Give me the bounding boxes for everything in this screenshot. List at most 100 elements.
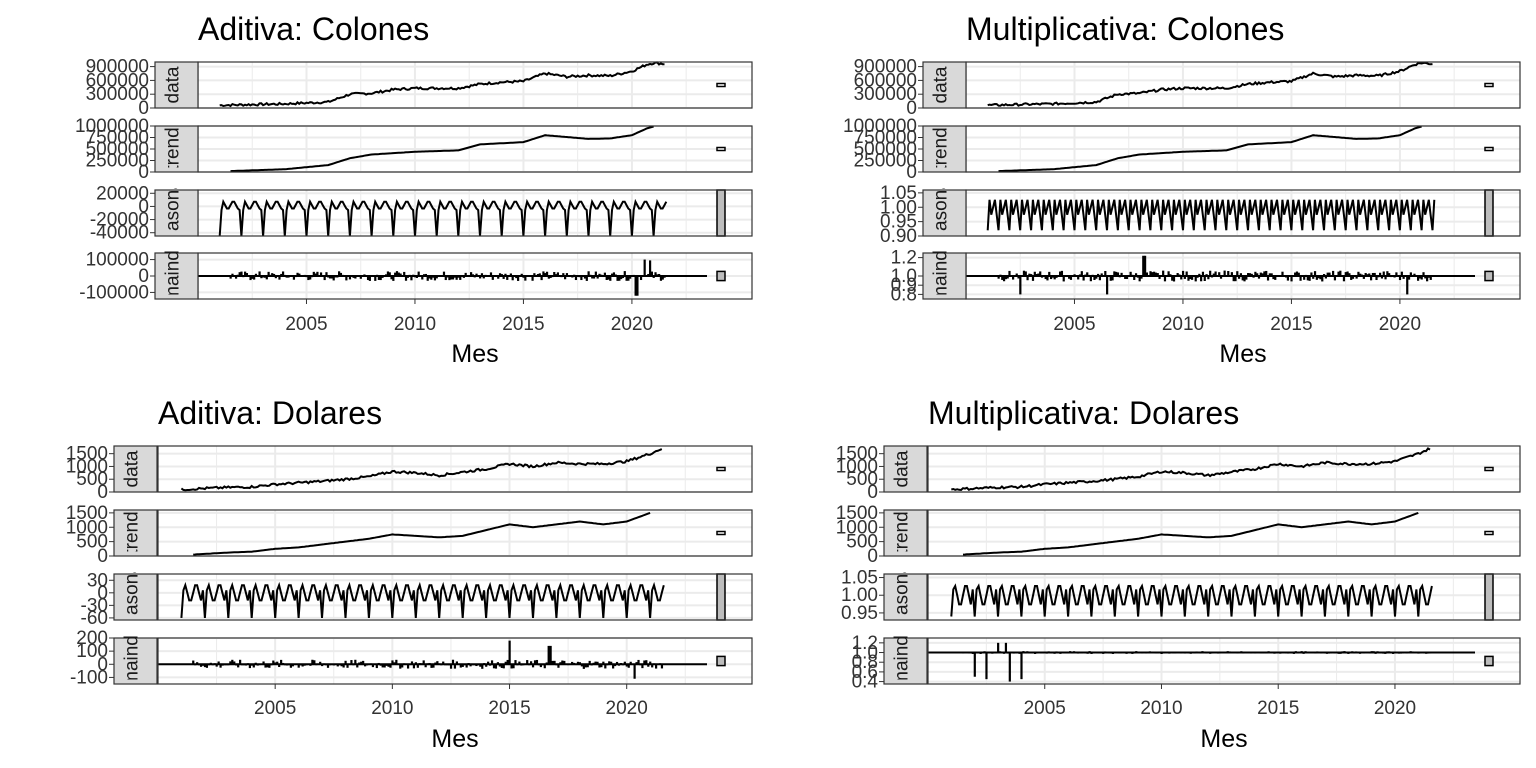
y-tick-label: -100000 xyxy=(79,282,149,303)
remainder-bar xyxy=(625,664,628,667)
remainder-bar xyxy=(487,661,490,665)
remainder-bar xyxy=(394,272,397,276)
remainder-bar xyxy=(298,273,301,276)
remainder-bar xyxy=(319,272,323,276)
remainder-bar xyxy=(502,276,505,279)
remainder-bar xyxy=(1059,271,1062,276)
remainder-bar xyxy=(397,272,400,276)
remainder-bar xyxy=(643,259,646,276)
remainder-bar xyxy=(410,276,413,281)
y-tick-label: 750000 xyxy=(86,128,149,149)
remainder-bar xyxy=(1406,276,1409,295)
remainder-bar xyxy=(1015,273,1018,276)
remainder-bar xyxy=(1171,276,1174,281)
y-tick-label: 1.0 xyxy=(891,266,917,287)
remainder-bar xyxy=(506,276,509,280)
remainder-bar xyxy=(627,276,630,281)
remainder-bar xyxy=(416,664,419,668)
remainder-bar xyxy=(1022,270,1026,276)
remainder-bar xyxy=(217,661,220,665)
remainder-bar xyxy=(1379,272,1382,276)
remainder-bar xyxy=(271,273,274,276)
remainder-bar xyxy=(530,661,533,665)
remainder-bar xyxy=(253,276,256,280)
remainder-bar xyxy=(1348,273,1351,276)
y-tick-label: 100 xyxy=(76,641,108,662)
remainder-bar xyxy=(1357,271,1360,276)
remainder-bar xyxy=(1310,272,1313,276)
remainder-bar xyxy=(442,661,445,665)
facet-strip xyxy=(113,573,158,621)
remainder-bar xyxy=(459,664,462,668)
remainder-bar xyxy=(1008,270,1011,276)
remainder-bar xyxy=(356,664,359,668)
remainder-bar xyxy=(344,660,347,665)
x-tick-label: 2010 xyxy=(1140,698,1182,719)
y-tick-label: 100000 xyxy=(86,250,149,271)
remainder-bar xyxy=(648,260,652,276)
remainder-bar xyxy=(1342,276,1346,282)
remainder-bar xyxy=(1332,270,1335,276)
remainder-bar xyxy=(266,664,269,668)
remainder-bar xyxy=(251,276,254,279)
remainder-bar xyxy=(1077,276,1080,280)
x-axis-label: Mes xyxy=(1200,725,1247,753)
remainder-bar xyxy=(1308,276,1311,281)
remainder-bar xyxy=(1134,273,1138,276)
facet-remainder: 1.21.00.90.8 remainder xyxy=(891,248,1521,305)
remainder-bar xyxy=(231,273,234,276)
remainder-bar xyxy=(511,276,514,281)
panel-4: Multiplicativa: Dolares150010005000data1… xyxy=(836,395,1521,753)
remainder-bar xyxy=(392,276,395,281)
remainder-bar xyxy=(280,659,283,665)
remainder-bar xyxy=(661,276,664,280)
remainder-bar xyxy=(424,664,427,668)
remainder-bar xyxy=(544,273,547,276)
remainder-bar xyxy=(658,273,661,276)
remainder-bar xyxy=(580,276,583,281)
remainder-bar xyxy=(481,664,484,669)
remainder-bar xyxy=(1033,271,1036,276)
remainder-bar xyxy=(291,664,294,667)
remainder-bar xyxy=(1413,273,1416,276)
remainder-bar xyxy=(1115,271,1118,276)
remainder-bar xyxy=(500,664,503,668)
remainder-bar xyxy=(276,661,279,665)
remainder-bar xyxy=(252,664,255,668)
remainder-bar xyxy=(997,642,1000,653)
remainder-bar xyxy=(389,664,392,668)
remainder-bar xyxy=(645,660,648,665)
remainder-bar xyxy=(406,664,410,669)
y-tick-label: 300000 xyxy=(86,84,149,105)
remainder-bar xyxy=(1116,272,1120,276)
remainder-bar xyxy=(504,273,507,276)
y-tick-label: 0.6 xyxy=(852,662,878,683)
remainder-bar xyxy=(1037,273,1040,276)
y-tick-label: 1000000 xyxy=(75,116,149,137)
y-tick-label: 0 xyxy=(867,546,878,567)
remainder-bar xyxy=(450,276,453,280)
remainder-bar xyxy=(1008,652,1011,682)
y-tick-label: 1000 xyxy=(66,517,108,538)
y-tick-label: 0.8 xyxy=(891,284,917,305)
remainder-bar xyxy=(1369,276,1373,281)
remainder-bar xyxy=(330,276,333,279)
remainder-bar xyxy=(390,276,393,280)
remainder-bar xyxy=(1364,272,1367,276)
remainder-bar xyxy=(326,664,330,668)
y-tick-label: 1.00 xyxy=(880,197,917,218)
remainder-bar xyxy=(1156,273,1159,276)
series-line-data xyxy=(951,447,1431,492)
remainder-bar xyxy=(239,659,242,665)
remainder-bar xyxy=(1297,272,1300,276)
remainder-bar xyxy=(1250,273,1253,276)
remainder-bar xyxy=(1241,276,1244,281)
remainder-bar xyxy=(455,276,458,280)
remainder-bar xyxy=(272,660,275,665)
facet-strip-label: seasonal xyxy=(163,175,184,251)
remainder-bar xyxy=(354,276,357,279)
remainder-bar xyxy=(346,664,349,668)
y-tick-label: 0 xyxy=(138,98,149,119)
remainder-bar xyxy=(654,272,657,276)
